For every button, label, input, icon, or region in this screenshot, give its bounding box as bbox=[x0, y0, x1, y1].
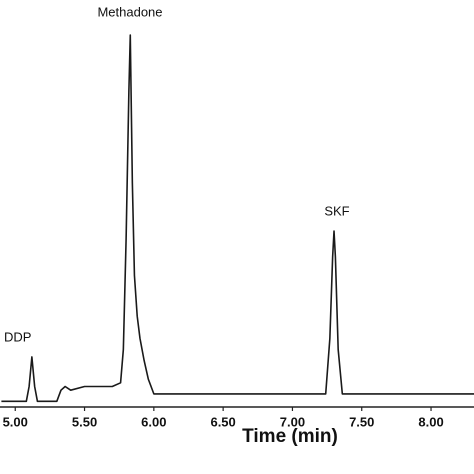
x-tick-label: 6.50 bbox=[210, 414, 235, 429]
x-tick-label: 8.00 bbox=[418, 414, 443, 429]
x-tick-label: 5.00 bbox=[3, 414, 28, 429]
x-tick-label: 7.00 bbox=[280, 414, 305, 429]
peak-label: SKF bbox=[324, 203, 349, 218]
x-axis-title: Time (min) bbox=[242, 426, 338, 447]
x-tick-label: 7.50 bbox=[349, 414, 374, 429]
x-tick-label: 6.00 bbox=[141, 414, 166, 429]
x-tick-label: 5.50 bbox=[72, 414, 97, 429]
signal-line bbox=[1, 34, 474, 403]
peak-label: Methadone bbox=[97, 4, 162, 19]
peak-label: DDP bbox=[4, 329, 31, 344]
